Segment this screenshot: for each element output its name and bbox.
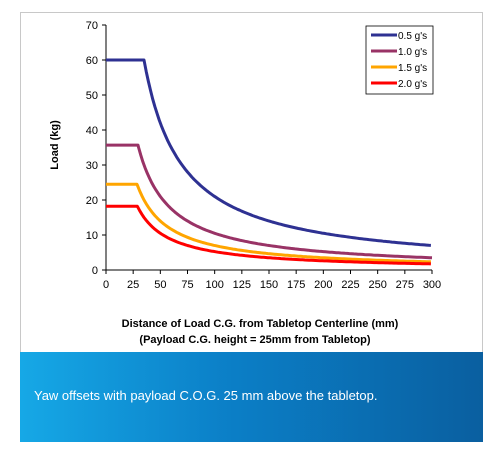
y-tick-label: 40 xyxy=(86,125,98,137)
x-tick-label: 100 xyxy=(205,279,223,291)
caption-banner: Yaw offsets with payload C.O.G. 25 mm ab… xyxy=(20,352,483,442)
x-tick-label: 25 xyxy=(127,279,139,291)
x-axis-subtitle: (Payload C.G. height = 25mm from Tableto… xyxy=(139,334,370,346)
series-lines xyxy=(106,58,433,266)
y-tick-label: 60 xyxy=(86,55,98,67)
x-tick-label: 50 xyxy=(154,279,166,291)
x-tick-labels: 0 25 50 75 100 125 150 175 200 225 250 275 300 xyxy=(103,279,441,291)
caption-text: Yaw offsets with payload C.O.G. 25 mm ab… xyxy=(34,388,378,403)
y-tick-label: 70 xyxy=(86,20,98,32)
y-tick-label: 30 xyxy=(86,160,98,172)
series-line xyxy=(106,204,431,266)
y-tick-label: 0 xyxy=(92,265,98,277)
x-tick-label: 150 xyxy=(260,279,278,291)
chart-axes xyxy=(102,24,433,274)
legend-label: 2.0 g's xyxy=(398,79,427,90)
x-tick-label: 250 xyxy=(368,279,386,291)
y-tick-label: 50 xyxy=(86,90,98,102)
x-tick-label: 200 xyxy=(314,279,332,291)
y-tick-label: 10 xyxy=(86,230,98,242)
series-line xyxy=(106,58,431,247)
legend: 0.5 g's 1.0 g's 1.5 g's 2.0 g's xyxy=(365,25,434,95)
y-tick-label: 20 xyxy=(86,195,98,207)
series-line xyxy=(106,182,431,264)
legend-label: 1.0 g's xyxy=(398,47,427,58)
x-tick-label: 175 xyxy=(287,279,305,291)
x-tick-label: 300 xyxy=(423,279,441,291)
x-tick-label: 75 xyxy=(181,279,193,291)
y-tick-labels: 0 10 20 30 40 50 60 70 xyxy=(86,20,98,277)
y-axis-title: Load (kg) xyxy=(49,120,61,170)
series-line xyxy=(106,143,433,260)
x-axis-title: Distance of Load C.G. from Tabletop Cent… xyxy=(122,318,399,330)
x-tick-label: 0 xyxy=(103,279,109,291)
x-tick-label: 225 xyxy=(341,279,359,291)
x-tick-label: 125 xyxy=(233,279,251,291)
legend-label: 1.5 g's xyxy=(398,63,427,74)
x-tick-label: 275 xyxy=(396,279,414,291)
legend-label: 0.5 g's xyxy=(398,31,427,42)
